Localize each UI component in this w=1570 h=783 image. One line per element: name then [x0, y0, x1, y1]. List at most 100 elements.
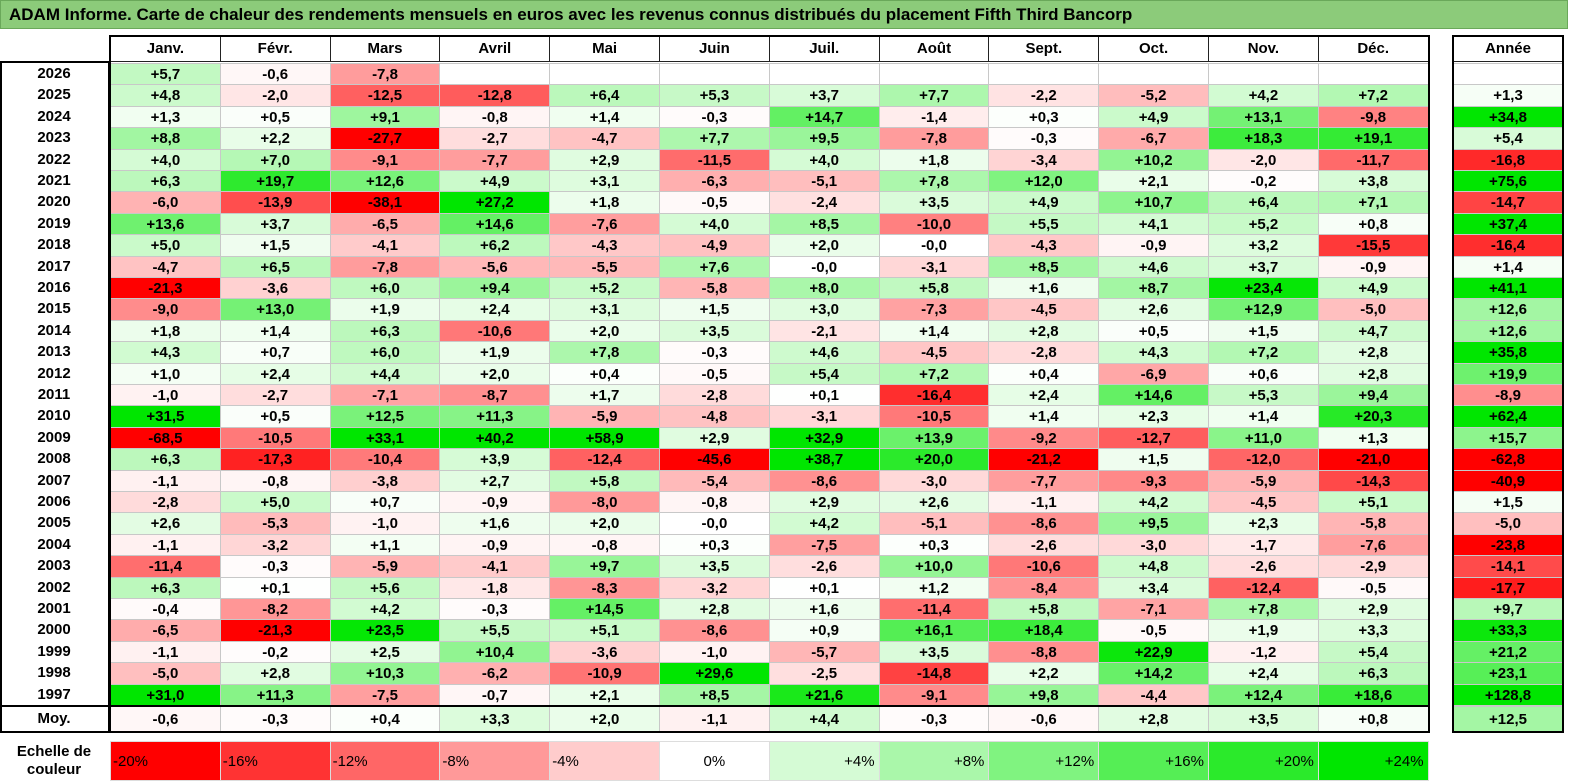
- heatmap-cell: +12,0: [988, 170, 1100, 193]
- heatmap-cell: +2,8: [1317, 341, 1429, 364]
- year-label: 2018: [37, 236, 71, 254]
- heatmap-cell: +3,7: [219, 212, 331, 236]
- average-cell: +3,3: [439, 706, 551, 732]
- heatmap-cell: +9,5: [768, 127, 880, 150]
- year-label: 1997: [37, 685, 71, 703]
- year-label: 1998: [37, 664, 71, 682]
- heatmap-cell: +0,8: [1317, 212, 1429, 236]
- heatmap-cell: +4,9: [1317, 277, 1429, 300]
- heatmap-cell: -1,1: [110, 640, 221, 664]
- average-cell: -0,3: [878, 706, 990, 732]
- heatmap-cell: +3,5: [659, 319, 770, 343]
- scale-step: +24%: [1317, 741, 1429, 781]
- year-label: 2024: [37, 107, 71, 125]
- month-header: Avril: [439, 36, 551, 62]
- heatmap-cell: -5,0: [110, 662, 221, 685]
- heatmap-cell: -10,6: [439, 319, 551, 343]
- heatmap-cell: +5,1: [549, 619, 660, 642]
- heatmap-cell: -5,6: [439, 255, 551, 278]
- heatmap-cell: -45,6: [659, 448, 770, 471]
- heatmap-cell: -0,7: [439, 683, 551, 706]
- heatmap-cell: -14,3: [1317, 469, 1429, 492]
- heatmap-cell: +2,2: [219, 127, 331, 150]
- heatmap-cell: -4,7: [110, 255, 221, 278]
- heatmap-cell: -2,0: [219, 84, 331, 107]
- heatmap-cell: +1,4: [1208, 405, 1319, 428]
- heatmap-cell: +7,8: [878, 170, 990, 193]
- heatmap-cell: +3,5: [878, 640, 990, 664]
- heatmap-cell: +6,4: [1208, 191, 1319, 214]
- heatmap-cell: +0,3: [878, 533, 990, 557]
- heatmap-cell: -1,4: [878, 105, 990, 129]
- scale-step: +8%: [878, 741, 990, 781]
- heatmap-cell: -0,0: [659, 512, 770, 535]
- heatmap-cell: -21,3: [219, 619, 331, 642]
- heatmap-cell: -0,5: [1098, 619, 1209, 642]
- heatmap-cell: +4,8: [1098, 555, 1209, 578]
- heatmap-cell: -2,8: [988, 341, 1100, 364]
- heatmap-cell: +3,1: [549, 170, 660, 193]
- month-header: Juin: [659, 36, 770, 62]
- heatmap-cell: +2,4: [439, 298, 551, 321]
- chart-title: ADAM Informe. Carte de chaleur des rende…: [0, 0, 1568, 29]
- heatmap-cell: -5,8: [659, 277, 770, 300]
- heatmap-cell: +11,3: [219, 683, 331, 706]
- annual-cell: +34,8: [1453, 105, 1563, 129]
- average-cell: -0,6: [110, 706, 221, 732]
- heatmap-cell: [1208, 63, 1319, 86]
- heatmap-cell: +18,3: [1208, 127, 1319, 150]
- heatmap-cell: +58,9: [549, 426, 660, 450]
- heatmap-cell: +0,9: [768, 619, 880, 642]
- annual-cell: -14,1: [1453, 555, 1563, 578]
- heatmap-cell: +10,2: [1098, 148, 1209, 171]
- heatmap-cell: -0,9: [439, 533, 551, 557]
- heatmap-cell: +13,0: [219, 298, 331, 321]
- heatmap-cell: -4,3: [549, 234, 660, 257]
- heatmap-cell: -3,4: [988, 148, 1100, 171]
- scale-step: +16%: [1098, 741, 1209, 781]
- heatmap-cell: +3,8: [1317, 170, 1429, 193]
- heatmap-cell: -13,9: [219, 191, 331, 214]
- month-header: Oct.: [1098, 36, 1209, 62]
- heatmap-cell: [549, 63, 660, 86]
- heatmap-cell: +1,4: [219, 319, 331, 343]
- heatmap-cell: -11,5: [659, 148, 770, 171]
- heatmap-cell: +4,2: [768, 512, 880, 535]
- heatmap-cell: -0,0: [768, 255, 880, 278]
- annual-cell: -5,0: [1453, 512, 1563, 535]
- heatmap-cell: -8,3: [549, 576, 660, 599]
- year-label: 2021: [37, 172, 71, 189]
- heatmap-cell: -8,2: [219, 598, 331, 621]
- annual-cell: -23,8: [1453, 533, 1563, 557]
- heatmap-cell: -2,9: [1317, 555, 1429, 578]
- heatmap-cell: -5,4: [659, 469, 770, 492]
- heatmap-cell: +38,7: [768, 448, 880, 471]
- annual-cell: +62,4: [1453, 405, 1563, 428]
- heatmap-cell: -7,8: [329, 63, 441, 86]
- heatmap-cell: +1,5: [659, 298, 770, 321]
- year-label: 2016: [37, 279, 71, 296]
- heatmap-cell: -5,7: [768, 640, 880, 664]
- heatmap-cell: +0,4: [988, 362, 1100, 385]
- month-header: Mai: [549, 36, 660, 62]
- heatmap-cell: -10,5: [878, 405, 990, 428]
- heatmap-cell: -0,3: [659, 105, 770, 129]
- heatmap-cell: +3,9: [439, 448, 551, 471]
- heatmap-cell: -0,0: [878, 234, 990, 257]
- heatmap-cell: +1,4: [878, 319, 990, 343]
- heatmap-cell: +0,7: [219, 341, 331, 364]
- heatmap-cell: -8,6: [768, 469, 880, 492]
- heatmap-cell: +27,2: [439, 191, 551, 214]
- heatmap-cell: +40,2: [439, 426, 551, 450]
- heatmap-cell: [439, 63, 551, 86]
- heatmap-cell: +7,7: [659, 127, 770, 150]
- heatmap-cell: -12,4: [1208, 576, 1319, 599]
- heatmap-cell: +6,0: [329, 277, 441, 300]
- annual-cell: +5,4: [1453, 127, 1563, 150]
- heatmap-cell: +8,5: [988, 255, 1100, 278]
- heatmap-cell: -5,9: [329, 555, 441, 578]
- heatmap-cell: -2,6: [768, 555, 880, 578]
- heatmap-cell: +16,1: [878, 619, 990, 642]
- heatmap-cell: +4,9: [1098, 105, 1209, 129]
- heatmap-cell: +2,8: [988, 319, 1100, 343]
